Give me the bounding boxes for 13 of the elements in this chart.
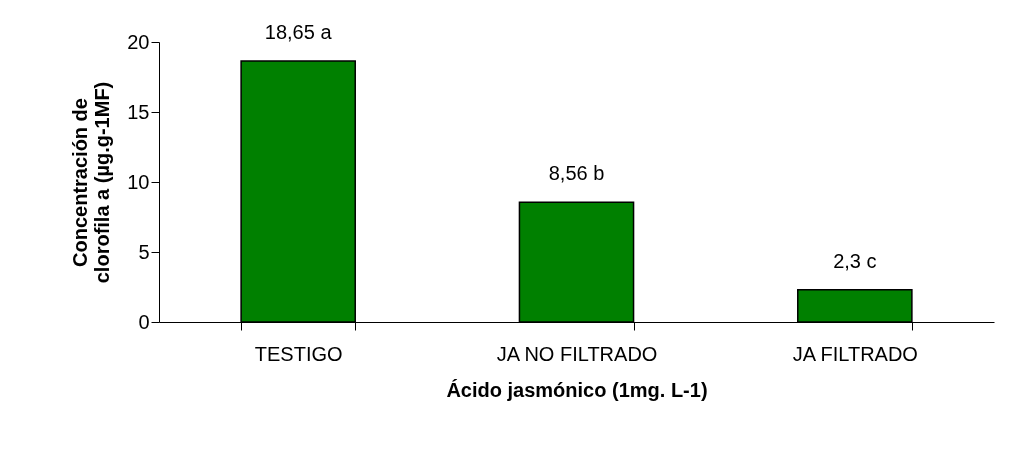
y-axis-title: Concentración de clorofila a (µg.g-1MF): [69, 81, 114, 284]
y-tick-label: 5: [138, 240, 150, 263]
y-tick-label: 10: [127, 170, 150, 193]
y-tick-label: 15: [127, 100, 150, 123]
y-tick-label: 20: [127, 30, 150, 53]
x-tick-label: JA NO FILTRADO: [496, 342, 658, 365]
y-tick-label: 0: [138, 310, 150, 333]
x-tick-label: JA FILTRADO: [792, 342, 918, 365]
data-label: 2,3 c: [833, 249, 877, 272]
x-axis-title: Ácido jasmónico (1mg. L-1): [446, 378, 708, 401]
data-label: 8,56 b: [548, 162, 605, 185]
x-tick-label: TESTIGO: [254, 342, 343, 365]
data-label: 18,65 a: [264, 20, 333, 43]
